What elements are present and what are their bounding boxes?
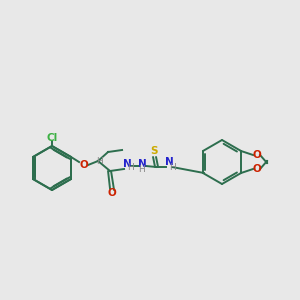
Text: Cl: Cl	[46, 133, 58, 143]
Text: O: O	[108, 188, 116, 198]
Text: O: O	[80, 160, 88, 170]
Text: H: H	[138, 166, 144, 175]
Text: S: S	[150, 146, 158, 156]
Text: N: N	[138, 159, 146, 169]
Text: H: H	[169, 164, 176, 172]
Text: H: H	[127, 164, 134, 172]
Text: N: N	[123, 159, 131, 169]
Text: O: O	[253, 150, 261, 160]
Text: O: O	[253, 164, 261, 174]
Text: H: H	[96, 158, 102, 166]
Text: N: N	[165, 157, 173, 167]
